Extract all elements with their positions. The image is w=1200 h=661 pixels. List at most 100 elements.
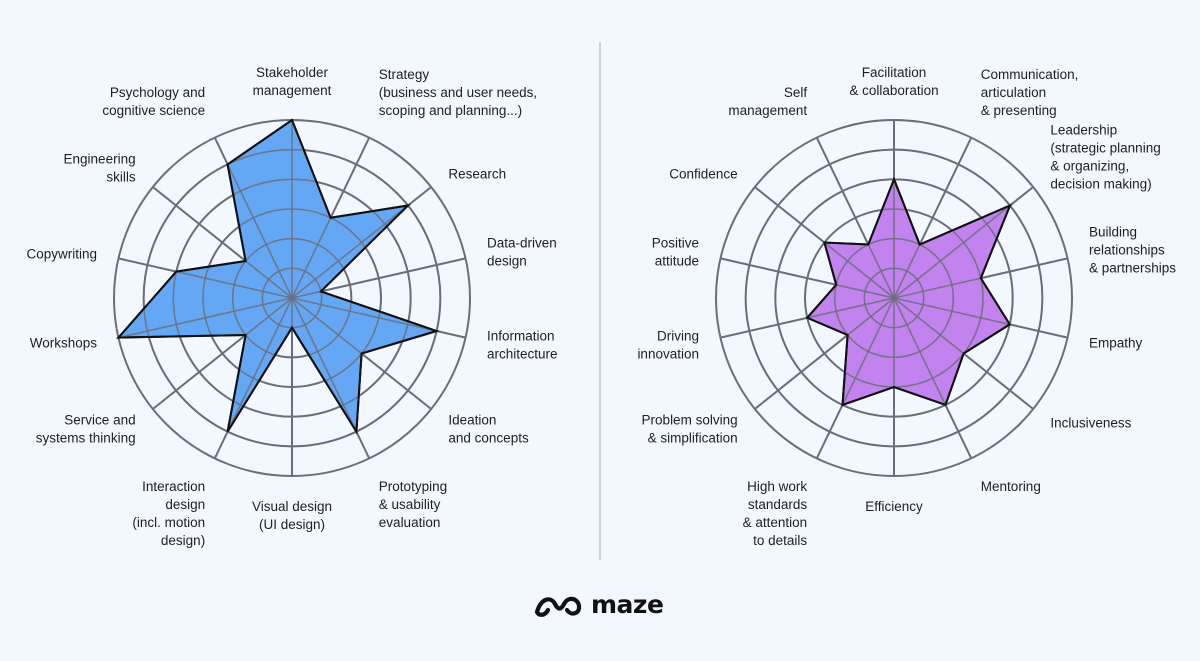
maze-logo-icon — [534, 596, 582, 617]
grid-spoke-overlay — [720, 257, 895, 299]
axis-label: Positive attitude — [652, 236, 699, 269]
axis-label: Engineering skills — [64, 152, 136, 185]
axis-label-line: Psychology and — [110, 85, 205, 100]
axis-label-line: management — [253, 83, 332, 98]
axis-label-line: (business and user needs, — [379, 85, 537, 100]
grid-spoke-overlay — [893, 137, 972, 299]
axis-label: Data-driven design — [487, 236, 557, 269]
axis-label-line: Strategy — [379, 67, 430, 82]
axis-label-line: decision making) — [1050, 177, 1151, 192]
skill-level-area — [805, 176, 1012, 407]
axis-label: Efficiency — [865, 499, 923, 514]
grid-spoke-overlay — [754, 297, 895, 410]
axis-label-line: Communication, — [981, 67, 1079, 82]
axis-label-line: design) — [161, 533, 205, 548]
axis-label-line: (incl. motion — [132, 515, 205, 530]
axis-label: Psychology and cognitive science — [102, 85, 205, 118]
grid-spoke-overlay — [893, 297, 972, 459]
axis-label: Copywriting — [26, 247, 97, 262]
brand-logo: maze — [533, 590, 664, 620]
axis-label-line: systems thinking — [36, 430, 136, 445]
axis-label-line: skills — [106, 170, 135, 185]
axis-label-line: cognitive science — [102, 103, 205, 118]
axis-label-line: & collaboration — [849, 83, 938, 98]
axis-label: Leadership (strategic planning & organizin… — [1050, 123, 1160, 192]
axis-label: Confidence — [669, 166, 737, 181]
axis-label: Workshops — [30, 336, 98, 351]
skill-level-outline — [805, 176, 1012, 407]
axis-label-line: (UI design) — [259, 517, 325, 532]
axis-label-line: (strategic planning — [1050, 141, 1160, 156]
axis-label-line: Service and — [64, 412, 135, 427]
axis-label: Communication, articulation & presenting — [981, 67, 1079, 118]
soft-skills-radar-chart: Facilitation & collaboration Communication… — [637, 65, 1176, 548]
axis-label: High work standards & attention to details — [743, 479, 808, 548]
axis-label: Prototyping & usability evaluation — [379, 479, 447, 530]
grid-spoke-overlay — [893, 297, 1068, 339]
axis-label-line: Positive — [652, 236, 699, 251]
axis-label-line: innovation — [637, 347, 699, 362]
axis-label-line: articulation — [981, 85, 1046, 100]
grid-spoke-overlay — [152, 297, 293, 410]
axis-label-line: Mentoring — [981, 479, 1041, 494]
axis-label-line: Interaction — [142, 479, 205, 494]
axis-label: Information architecture — [487, 329, 558, 362]
axis-label-line: & presenting — [981, 103, 1057, 118]
axis-label-line: Research — [448, 166, 506, 181]
axis-label: Stakeholder management — [253, 65, 332, 98]
axis-label-line: & simplification — [648, 430, 738, 445]
grid-spoke-overlay — [118, 297, 293, 339]
axis-label-line: & organizing, — [1050, 159, 1129, 174]
axis-label: Facilitation & collaboration — [849, 65, 938, 98]
axis-label: Building relationships & partnerships — [1089, 225, 1176, 276]
axis-label: Mentoring — [981, 479, 1041, 494]
axis-label-line: Visual design — [252, 499, 332, 514]
axis-label-line: & usability — [379, 497, 441, 512]
axis-label: Driving innovation — [637, 329, 699, 362]
axis-label-line: Efficiency — [865, 499, 923, 514]
axis-label-line: Inclusiveness — [1050, 416, 1131, 431]
axis-label-line: relationships — [1089, 243, 1165, 258]
axis-label-line: Building — [1089, 225, 1137, 240]
axis-label: Visual design (UI design) — [252, 499, 332, 532]
axis-label-line: management — [728, 103, 807, 118]
axis-label-line: Information — [487, 329, 555, 344]
axis-label: Ideation and concepts — [448, 412, 529, 445]
axis-label-line: evaluation — [379, 515, 441, 530]
axis-label-line: Self — [784, 85, 808, 100]
axis-label-line: scoping and planning...) — [379, 103, 522, 118]
axis-label-line: Driving — [657, 329, 699, 344]
hard-skills-radar-chart: Stakeholder management Strategy (business a… — [26, 65, 557, 548]
axis-label-line: Stakeholder — [256, 65, 329, 80]
axis-label: Problem solving & simplification — [642, 412, 738, 445]
grid-spoke-overlay — [152, 186, 293, 299]
axis-label: Empathy — [1089, 336, 1143, 351]
axis-label-line: Ideation — [448, 412, 496, 427]
axis-label-line: Empathy — [1089, 336, 1143, 351]
axis-label-line: standards — [748, 497, 808, 512]
axis-label-line: Copywriting — [26, 247, 97, 262]
axis-label: Research — [448, 166, 506, 181]
axis-label-line: architecture — [487, 347, 558, 362]
axis-label: Strategy (business and user needs, scoping… — [379, 67, 537, 118]
axis-label-line: Facilitation — [862, 65, 927, 80]
axis-label-line: & partnerships — [1089, 261, 1176, 276]
skill-level-outline — [116, 118, 440, 435]
axis-label-line: & attention — [743, 515, 808, 530]
axis-label-line: design — [165, 497, 205, 512]
axis-label-line: to details — [753, 533, 807, 548]
grid-spoke-overlay — [816, 297, 895, 459]
axis-label-line: attitude — [655, 254, 699, 269]
axis-label-line: Data-driven — [487, 236, 557, 251]
axis-label-line: Leadership — [1050, 123, 1117, 138]
axis-label: Service and systems thinking — [36, 412, 136, 445]
axis-label: Interaction design (incl. motion design) — [132, 479, 205, 548]
axis-label-line: High work — [747, 479, 807, 494]
brand-name: maze — [591, 590, 664, 619]
axis-label: Self management — [728, 85, 807, 118]
axis-label-line: design — [487, 254, 527, 269]
axis-label-line: and concepts — [448, 430, 529, 445]
axis-label-line: Confidence — [669, 166, 737, 181]
grid-spoke-overlay — [118, 257, 293, 299]
axis-label: Inclusiveness — [1050, 416, 1131, 431]
